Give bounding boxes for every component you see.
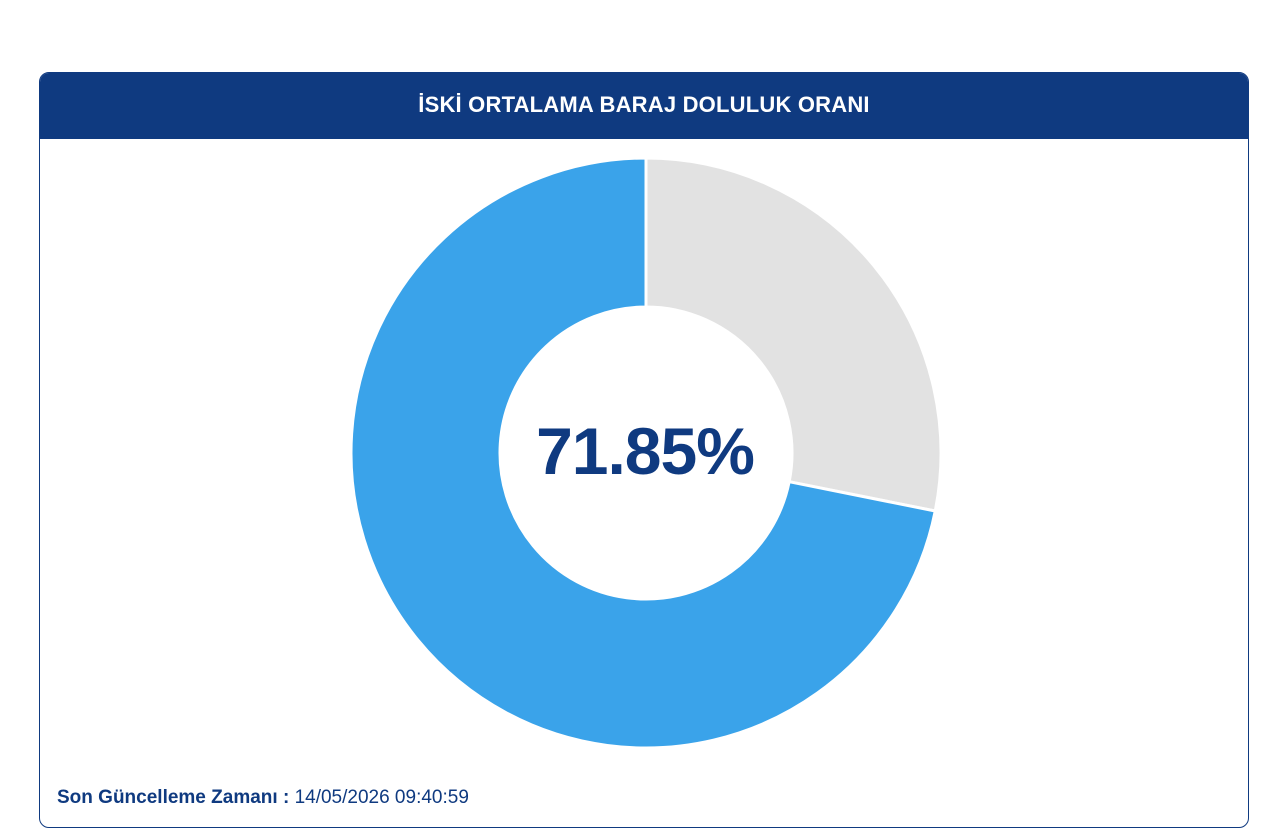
last-update-label: Son Güncelleme Zamanı : — [57, 787, 290, 808]
last-update-value: 14/05/2026 09:40:59 — [294, 787, 469, 808]
last-update: Son Güncelleme Zamanı : 14/05/2026 09:40… — [57, 787, 469, 809]
donut-chart-svg — [349, 156, 943, 750]
center-percentage: 71.85% — [536, 414, 755, 488]
card-title: İSKİ ORTALAMA BARAJ DOLULUK ORANI — [418, 92, 870, 117]
donut-slices — [349, 156, 943, 750]
donut-chart: 71.85% — [40, 73, 1248, 827]
donut-slice-remaining — [644, 156, 943, 513]
dam-occupancy-card: İSKİ ORTALAMA BARAJ DOLULUK ORANI 71.85%… — [39, 72, 1249, 828]
card-header: İSKİ ORTALAMA BARAJ DOLULUK ORANI — [40, 73, 1248, 139]
donut-slice-filled — [349, 156, 938, 750]
